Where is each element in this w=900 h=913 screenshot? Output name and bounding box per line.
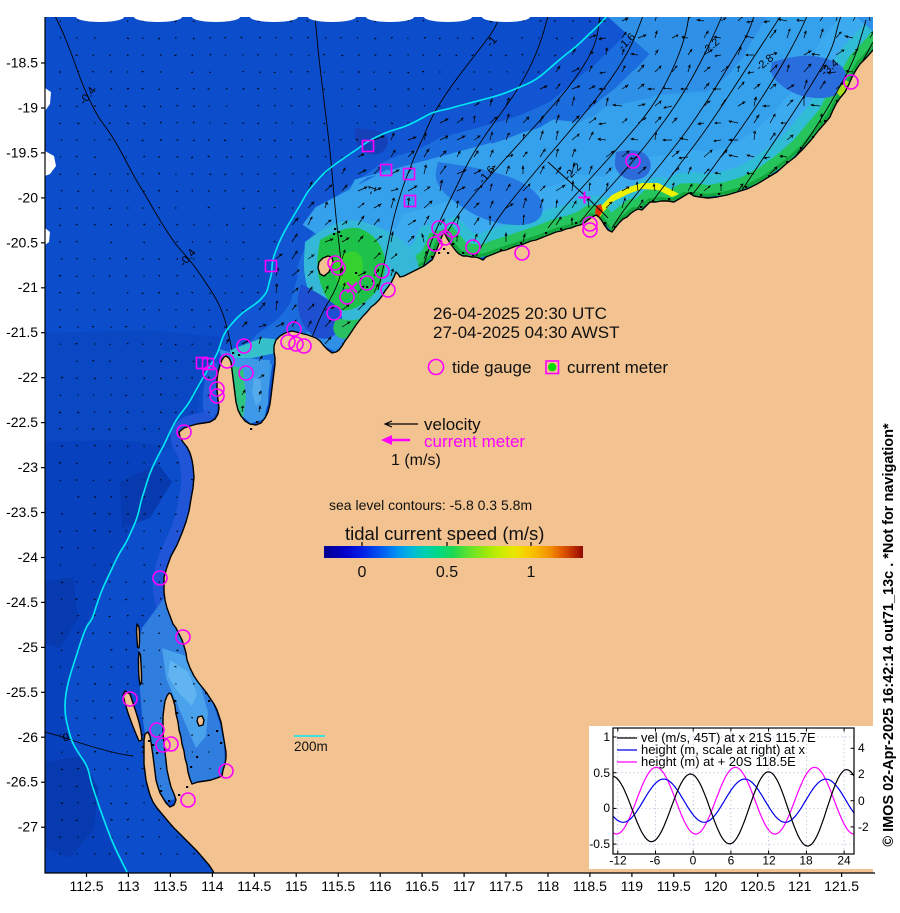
svg-text:113.5: 113.5: [153, 878, 187, 894]
svg-text:height (m, scale at right) at: height (m, scale at right) at x: [641, 742, 806, 757]
svg-text:26-04-2025 20:30 UTC: 26-04-2025 20:30 UTC: [433, 304, 607, 323]
svg-text:121.5: 121.5: [824, 878, 859, 894]
svg-text:-20.5: -20.5: [6, 234, 38, 250]
svg-text:-26.5: -26.5: [6, 774, 38, 790]
svg-text:116: 116: [369, 878, 392, 894]
svg-text:-27: -27: [18, 819, 38, 835]
svg-text:112.5: 112.5: [70, 878, 104, 894]
svg-text:velocity: velocity: [424, 415, 481, 434]
svg-text:0.5: 0.5: [593, 766, 610, 780]
svg-text:27-04-2025 04:30 AWST: 27-04-2025 04:30 AWST: [433, 323, 620, 342]
svg-text:-23.5: -23.5: [6, 504, 38, 520]
svg-text:-20: -20: [18, 189, 38, 205]
svg-text:tide gauge: tide gauge: [452, 358, 531, 377]
svg-text:200m: 200m: [294, 739, 328, 754]
svg-text:120: 120: [704, 878, 728, 894]
svg-text:0: 0: [858, 794, 865, 808]
svg-text:120.5: 120.5: [740, 878, 775, 894]
svg-text:vel (m/s, 45T) at x 21S 115.7E: vel (m/s, 45T) at x 21S 115.7E: [641, 730, 816, 745]
svg-text:-25: -25: [18, 639, 38, 655]
svg-text:-6: -6: [650, 854, 661, 868]
svg-text:-22: -22: [18, 369, 38, 385]
svg-text:sea level contours: -5.8 0.3 5: sea level contours: -5.8 0.3 5.8m: [329, 497, 532, 513]
svg-text:-25.5: -25.5: [6, 684, 38, 700]
svg-text:115: 115: [285, 878, 308, 894]
svg-text:-24.5: -24.5: [6, 594, 38, 610]
svg-text:0: 0: [62, 732, 70, 745]
svg-text:2: 2: [858, 767, 865, 781]
svg-text:-19.5: -19.5: [6, 144, 38, 160]
svg-text:6: 6: [728, 854, 735, 868]
svg-text:118.5: 118.5: [573, 878, 607, 894]
svg-text:1: 1: [603, 730, 610, 744]
svg-text:-18.5: -18.5: [6, 55, 38, 71]
svg-text:-26: -26: [18, 729, 38, 745]
svg-text:1: 1: [527, 564, 536, 581]
svg-text:119.5: 119.5: [657, 878, 691, 894]
svg-text:-1: -1: [365, 183, 380, 197]
svg-text:0: 0: [603, 801, 610, 815]
svg-text:0.5: 0.5: [436, 564, 458, 581]
svg-text:tidal current speed (m/s): tidal current speed (m/s): [345, 523, 544, 544]
svg-text:-23: -23: [18, 459, 38, 475]
svg-text:current meter: current meter: [567, 358, 668, 377]
svg-text:121: 121: [788, 878, 812, 894]
svg-text:24: 24: [837, 854, 851, 868]
svg-text:4: 4: [858, 741, 865, 755]
svg-text:115.5: 115.5: [321, 878, 355, 894]
svg-text:118: 118: [537, 878, 560, 894]
svg-text:0: 0: [358, 564, 367, 581]
svg-text:-0.5: -0.5: [589, 837, 610, 851]
svg-text:-12: -12: [609, 854, 627, 868]
svg-text:119: 119: [621, 878, 644, 894]
svg-text:114: 114: [201, 878, 224, 894]
svg-text:-2: -2: [858, 820, 869, 834]
svg-text:-21.5: -21.5: [6, 324, 38, 340]
svg-text:-22.5: -22.5: [6, 414, 38, 430]
svg-text:-19: -19: [18, 100, 38, 116]
svg-text:current meter: current meter: [424, 432, 525, 451]
svg-text:114.5: 114.5: [237, 878, 271, 894]
svg-text:117: 117: [453, 878, 476, 894]
svg-text:113: 113: [117, 878, 140, 894]
svg-text:© IMOS 02-Apr-2025 16:42:14 ou: © IMOS 02-Apr-2025 16:42:14 out71_13c . …: [881, 423, 897, 847]
svg-text:-24: -24: [18, 549, 38, 565]
svg-text:18: 18: [799, 854, 813, 868]
svg-text:116.5: 116.5: [405, 878, 439, 894]
svg-text:1 (m/s): 1 (m/s): [391, 452, 441, 469]
svg-text:-21: -21: [18, 279, 38, 295]
svg-text:0: 0: [690, 854, 697, 868]
svg-text:117.5: 117.5: [489, 878, 523, 894]
svg-text:height (m) at + 20S 118.5E: height (m) at + 20S 118.5E: [641, 754, 796, 769]
svg-text:12: 12: [762, 854, 776, 868]
